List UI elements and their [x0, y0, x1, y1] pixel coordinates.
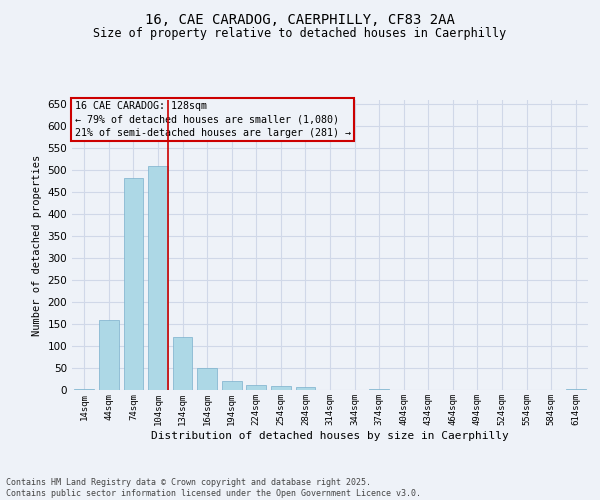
Bar — [74, 388, 94, 390]
Bar — [124, 178, 143, 390]
Bar — [566, 388, 586, 390]
Bar — [148, 166, 168, 390]
Bar — [271, 386, 290, 390]
Text: 16 CAE CARADOG: 128sqm
← 79% of detached houses are smaller (1,080)
21% of semi-: 16 CAE CARADOG: 128sqm ← 79% of detached… — [74, 102, 350, 138]
Y-axis label: Number of detached properties: Number of detached properties — [32, 154, 42, 336]
Bar — [370, 388, 389, 390]
Bar — [99, 320, 119, 390]
X-axis label: Distribution of detached houses by size in Caerphilly: Distribution of detached houses by size … — [151, 430, 509, 440]
Bar — [247, 384, 266, 390]
Text: Contains HM Land Registry data © Crown copyright and database right 2025.
Contai: Contains HM Land Registry data © Crown c… — [6, 478, 421, 498]
Bar — [197, 368, 217, 390]
Bar — [173, 338, 193, 390]
Text: 16, CAE CARADOG, CAERPHILLY, CF83 2AA: 16, CAE CARADOG, CAERPHILLY, CF83 2AA — [145, 12, 455, 26]
Bar — [296, 387, 315, 390]
Text: Size of property relative to detached houses in Caerphilly: Size of property relative to detached ho… — [94, 28, 506, 40]
Bar — [222, 381, 242, 390]
